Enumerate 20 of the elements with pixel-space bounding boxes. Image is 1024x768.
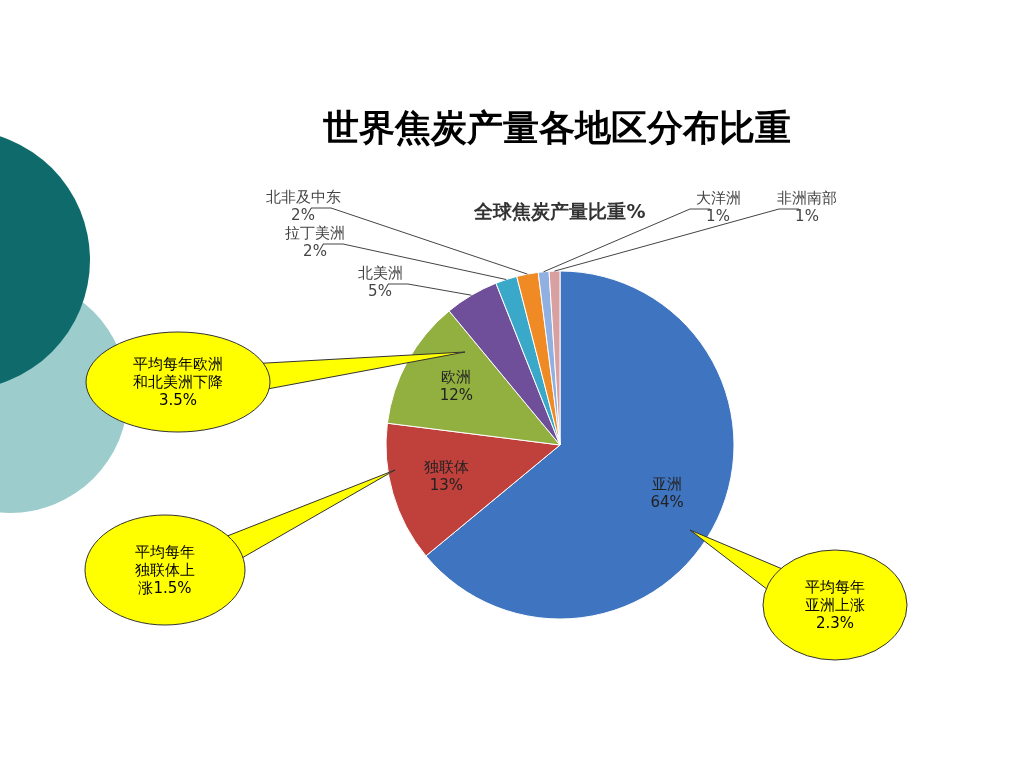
data-label: 2% [303,242,327,260]
slice-label: 非洲南部 [777,189,837,207]
data-label: 5% [368,282,392,300]
slice-label: 欧洲 [441,368,472,386]
data-label: 13% [429,476,464,495]
data-label: 12% [439,386,473,404]
slice-label: 拉丁美洲 [285,224,345,242]
slice-label: 亚洲 [652,475,683,494]
slice-label: 独联体 [423,458,469,477]
chart-title: 世界焦炭产量各地区分布比重 [323,107,791,148]
slice-label: 北美洲 [357,264,403,282]
callout: 平均每年独联体上涨1.5% [84,469,396,626]
data-label: 2% [291,206,315,224]
text: 全球焦炭产量比重% [473,200,646,222]
slice-label: 大洋洲 [695,189,741,207]
data-label: 64% [650,493,684,512]
slice-label: 北非及中东 [265,188,341,206]
data-label: 1% [795,207,819,225]
data-label: 1% [706,207,730,225]
callout: 平均每年亚洲上涨2.3% [689,529,908,661]
